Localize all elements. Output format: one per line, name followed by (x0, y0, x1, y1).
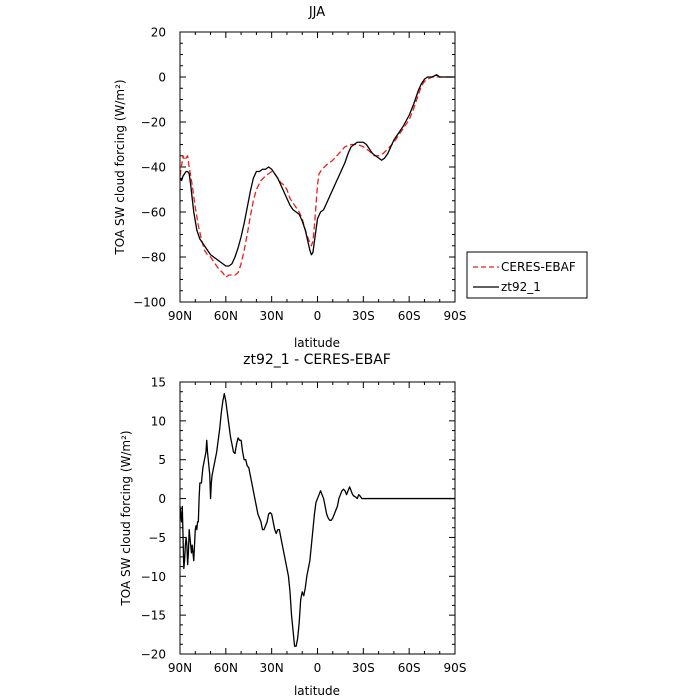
top-x-tick-label: 90N (168, 309, 192, 323)
legend: CERES-EBAF zt92_1 (466, 251, 588, 299)
bottom-x-tick-label: 30S (352, 661, 375, 675)
bottom-y-tick-label: 10 (151, 414, 166, 428)
bottom-x-tick-label: 90S (444, 661, 467, 675)
bottom-panel: zt92_1 - CERES-EBAF 90N 60N 30N 0 30S 60S 90S −… (119, 352, 466, 698)
bottom-y-tick-label: −20 (141, 648, 166, 662)
bottom-y-tick-label: 0 (158, 492, 166, 506)
bottom-x-axis-label: latitude (294, 684, 340, 698)
top-y-tick-label: −60 (141, 206, 166, 220)
bottom-y-tick-label: −5 (148, 531, 166, 545)
top-y-tick-label: −100 (133, 296, 166, 310)
bottom-panel-title: zt92_1 - CERES-EBAF (243, 352, 391, 368)
top-y-axis-label: TOA SW cloud forcing (W/m²) (113, 79, 127, 255)
bottom-x-tick-label: 60N (214, 661, 238, 675)
top-y-tick-label: −20 (141, 116, 166, 130)
top-x-axis-label: latitude (294, 336, 340, 350)
top-panel: JJA 90N 60N 30N 0 30S 60S 90S −100 −80 −60 −40 −20 0… (113, 5, 466, 350)
top-plot-frame (179, 31, 456, 303)
bottom-x-tick-label: 0 (314, 661, 322, 675)
bottom-x-tick-label: 90N (168, 661, 192, 675)
top-series-line-ceres-ebaf (179, 76, 455, 278)
bottom-y-tick-label: 15 (151, 376, 166, 390)
legend-label-zt92: zt92_1 (501, 280, 541, 294)
bottom-y-tick-label: −10 (141, 570, 166, 584)
bottom-y-tick-label: −15 (141, 609, 166, 623)
legend-box (466, 251, 588, 299)
top-x-tick-label: 90S (444, 309, 467, 323)
bottom-y-tick-label: 5 (158, 453, 166, 467)
top-panel-title: JJA (308, 5, 325, 20)
top-x-tick-label: 60S (398, 309, 421, 323)
top-x-tick-label: 30N (260, 309, 284, 323)
top-y-tick-label: 0 (158, 71, 166, 85)
top-x-tick-label: 30S (352, 309, 375, 323)
bottom-x-tick-label: 30N (260, 661, 284, 675)
bottom-x-tick-label: 60S (398, 661, 421, 675)
top-y-tick-label: −80 (141, 251, 166, 265)
top-series-line-zt92-1 (179, 74, 455, 267)
top-x-tick-label: 0 (314, 309, 322, 323)
top-y-tick-label: −40 (141, 161, 166, 175)
bottom-y-axis-label: TOA SW cloud forcing (W/m²) (119, 430, 133, 606)
bottom-plot-frame (179, 381, 456, 655)
bottom-series-line-0 (179, 393, 455, 647)
top-y-tick-label: 20 (151, 26, 166, 40)
top-x-tick-label: 60N (214, 309, 238, 323)
legend-label-ceres: CERES-EBAF (501, 260, 576, 274)
